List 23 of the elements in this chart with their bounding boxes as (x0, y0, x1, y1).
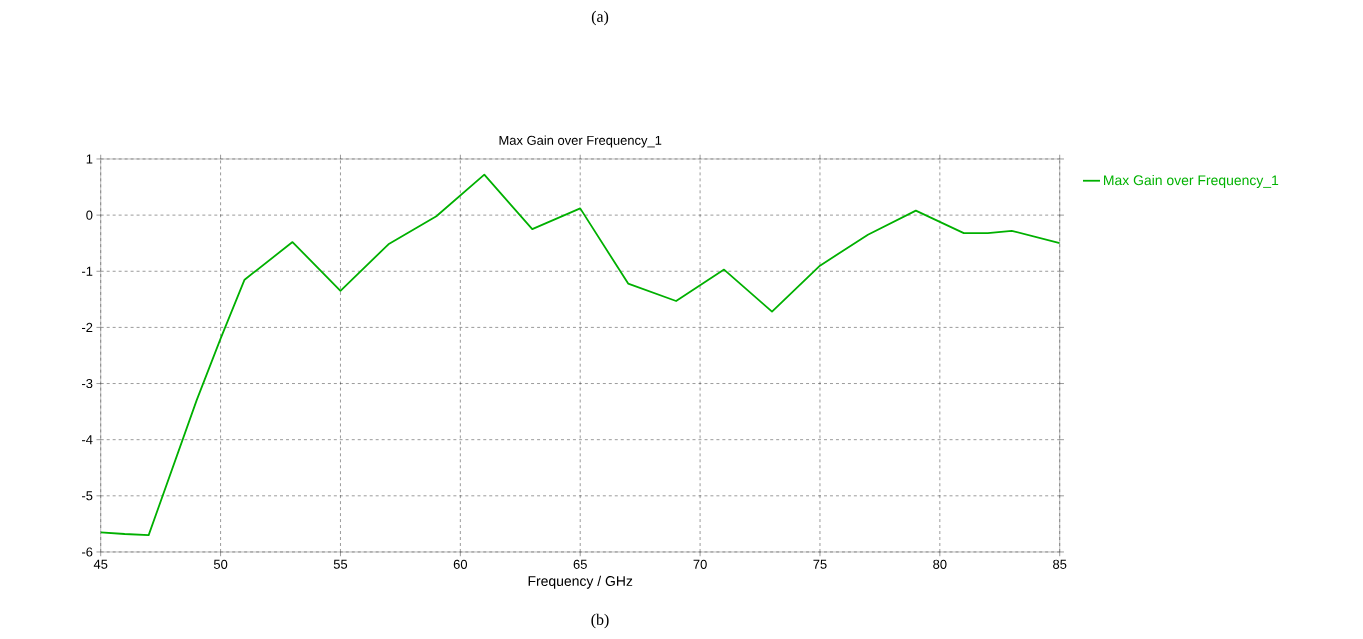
legend-label: Max Gain over Frequency_1 (1104, 174, 1279, 188)
x-tick-label: 70 (693, 559, 707, 569)
x-tick-label: 75 (813, 559, 827, 569)
y-tick-label: -2 (82, 322, 93, 332)
x-axis-title: Frequency / GHz (528, 575, 633, 589)
y-tick-label: 1 (86, 154, 93, 164)
x-tick-label: 50 (213, 559, 228, 569)
y-tick-label: -1 (82, 266, 93, 276)
text: (a) (591, 10, 609, 26)
y-tick-label: 0 (86, 210, 93, 220)
chart-title: Max Gain over Frequency_1 (499, 135, 662, 148)
x-tick-label: 80 (933, 559, 947, 569)
text: (b) (591, 613, 609, 629)
x-tick-label: 65 (573, 559, 587, 569)
y-tick-label: -5 (82, 491, 93, 501)
x-tick-label: 60 (453, 559, 468, 569)
y-tick-label: -4 (82, 435, 93, 445)
y-tick-label: -6 (82, 547, 93, 557)
line-series (100, 173, 1060, 537)
y-tick-label: -3 (82, 378, 93, 389)
x-tick-label: 85 (1053, 559, 1067, 569)
x-tick-label: 55 (333, 559, 348, 569)
x-tick-label: 45 (93, 559, 108, 569)
